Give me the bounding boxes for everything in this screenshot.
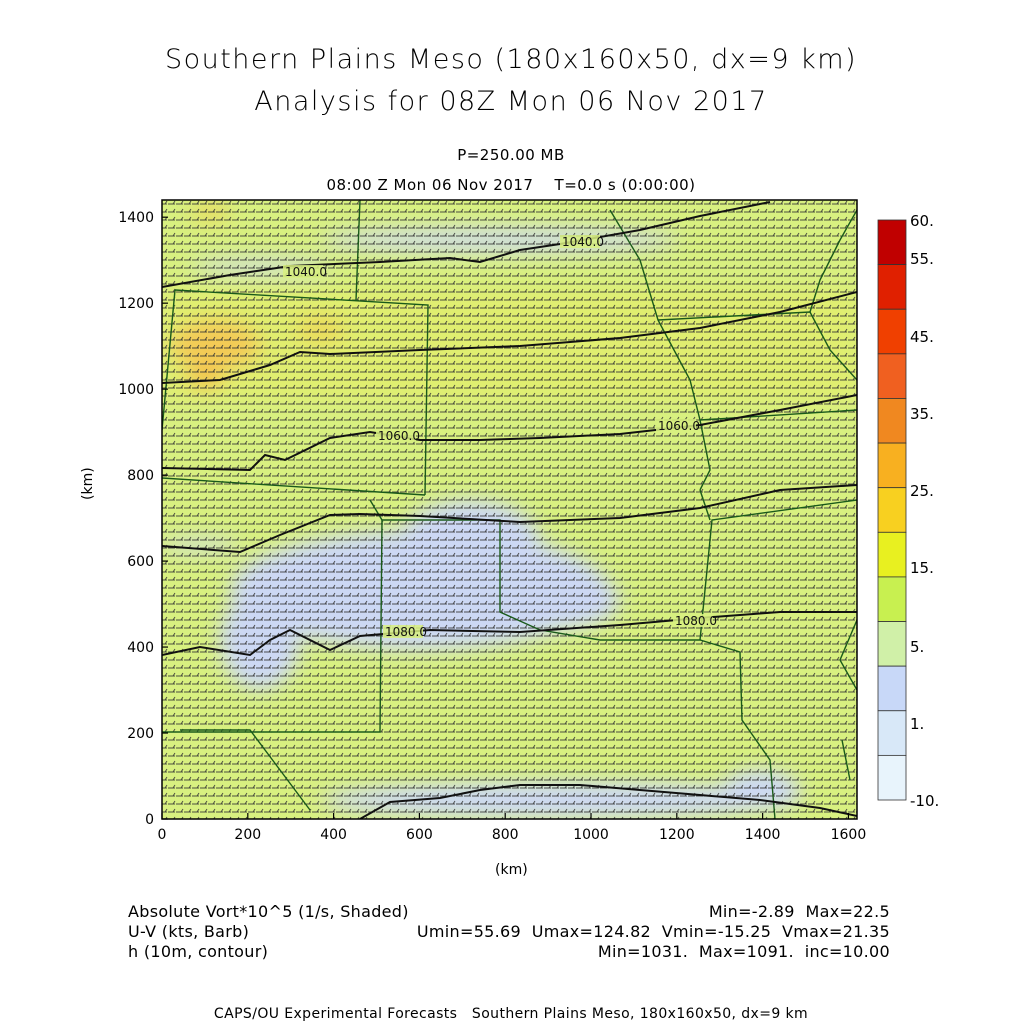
colorbar-swatch (877, 398, 907, 444)
analysis-title: Analysis for 08Z Mon 06 Nov 2017 (254, 86, 768, 117)
x-tick-label: 1000 (573, 827, 609, 843)
shaded-field (162, 200, 857, 819)
colorbar-swatch (877, 353, 907, 399)
x-tick-label: 1600 (831, 827, 867, 843)
x-tick-label: 400 (320, 827, 347, 843)
colorbar-swatch (877, 531, 907, 578)
colorbar-swatch (877, 442, 907, 489)
x-tick-label: 600 (406, 827, 433, 843)
y-tick-label: 800 (127, 468, 154, 484)
contour-label: 1040.0 (285, 265, 327, 279)
colorbar-label: 15. (910, 559, 934, 577)
x-axis-label: (km) (495, 862, 528, 878)
colorbar-swatch (877, 308, 907, 355)
legend-field-wind: U-V (kts, Barb) (128, 922, 250, 941)
legend-field-height-stats: Min=1031. Max=1091. inc=10.00 (597, 942, 890, 961)
colorbar-swatch (877, 710, 907, 756)
colorbar-label: 45. (910, 328, 934, 346)
colorbar-label: 35. (910, 405, 934, 423)
state-borders (162, 200, 857, 819)
x-axis-ticks: 0 200 400 600 800 1000 1200 1400 1600 (158, 813, 867, 843)
colorbar-swatch (877, 621, 907, 667)
contour-label: 1060.0 (378, 429, 420, 443)
colorbar-swatch (877, 576, 907, 622)
colorbar-label: -10. (910, 792, 939, 810)
x-tick-label: 1200 (659, 827, 695, 843)
y-tick-label: 1000 (118, 382, 154, 398)
legend-field-vorticity-stats: Min=-2.89 Max=22.5 (708, 902, 890, 921)
colorbar-swatch (877, 219, 907, 266)
colorbar-label: 60. (910, 212, 934, 230)
y-axis-ticks: 0 200 400 600 800 1000 1200 1400 (118, 210, 168, 828)
y-tick-label: 400 (127, 640, 154, 656)
contour-label: 1080.0 (385, 625, 427, 639)
legend-field-vorticity: Absolute Vort*10^5 (1/s, Shaded) (128, 902, 409, 921)
y-tick-label: 1200 (118, 296, 154, 312)
legend-field-wind-stats: Umin=55.69 Umax=124.82 Vmin=-15.25 Vmax=… (416, 922, 890, 941)
colorbar-swatch (877, 487, 907, 533)
y-tick-label: 200 (127, 726, 154, 742)
x-tick-label: 1400 (745, 827, 781, 843)
colorbar-label: 5. (910, 638, 924, 656)
colorbar: 60. 55. 45. 35. 25. 15. 5. 1. -10. (877, 212, 939, 810)
colorbar-label: 55. (910, 250, 934, 268)
pressure-level: P=250.00 MB (457, 146, 565, 164)
contour-label: 1080.0 (675, 614, 717, 628)
contour-label: 1040.0 (562, 235, 604, 249)
x-tick-label: 0 (158, 827, 167, 843)
y-tick-label: 1400 (118, 210, 154, 226)
contour-label: 1060.0 (658, 419, 700, 433)
y-axis-label: (km) (80, 467, 96, 500)
colorbar-swatch (877, 264, 907, 310)
colorbar-label: 1. (910, 715, 924, 733)
y-tick-label: 600 (127, 554, 154, 570)
main-title: Southern Plains Meso (180x160x50, dx=9 k… (164, 44, 858, 75)
contour-labels: 1040.0 1040.0 1060.0 1060.0 1080.0 1080.0 (283, 235, 717, 639)
valid-time: 08:00 Z Mon 06 Nov 2017 T=0.0 s (0:00:00… (326, 176, 696, 194)
footer-credit: CAPS/OU Experimental Forecasts Southern … (213, 1006, 809, 1022)
colorbar-label: 25. (910, 482, 934, 500)
y-tick-label: 0 (145, 812, 154, 828)
x-tick-label: 800 (492, 827, 519, 843)
colorbar-swatch (877, 665, 907, 712)
legend-field-height: h (10m, contour) (128, 942, 269, 961)
colorbar-swatch (877, 754, 907, 801)
x-tick-label: 200 (234, 827, 261, 843)
